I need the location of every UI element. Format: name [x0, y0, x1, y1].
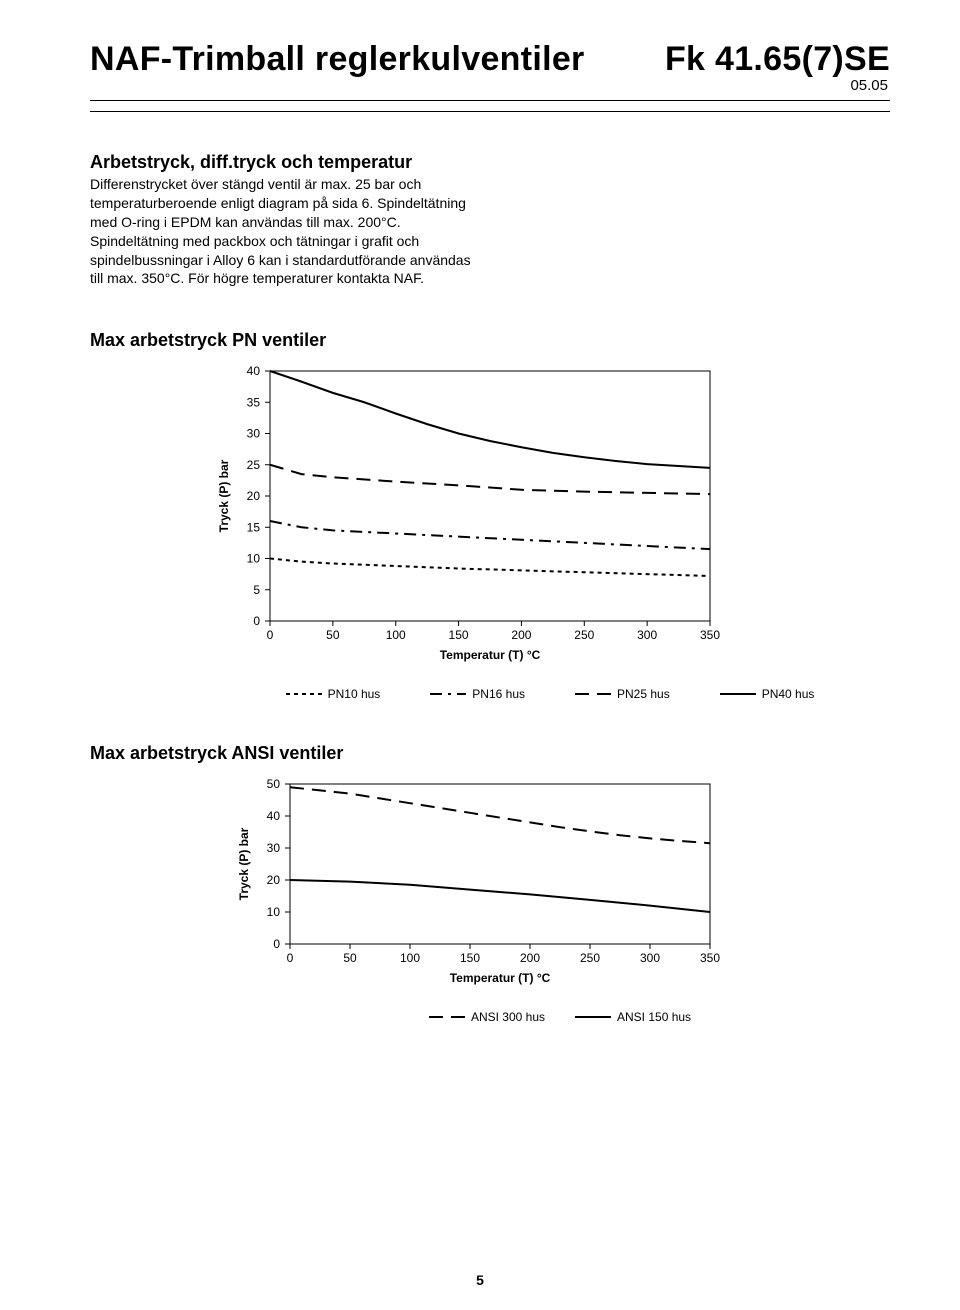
svg-text:350: 350 — [700, 951, 720, 965]
divider — [90, 111, 890, 112]
legend-label: PN10 hus — [328, 687, 381, 701]
legend-item: PN10 hus — [286, 687, 381, 701]
svg-text:Tryck (P) bar: Tryck (P) bar — [217, 460, 231, 533]
svg-text:40: 40 — [267, 809, 281, 823]
chart-ansi: 0 10 20 30 40 50 0 50 100 150 200 250 300 350 Temperat… — [230, 774, 890, 1024]
svg-text:0: 0 — [287, 951, 294, 965]
legend-item: ANSI 300 hus — [429, 1010, 545, 1024]
document-code: Fk 41.65(7)SE — [665, 40, 890, 79]
svg-text:25: 25 — [247, 458, 261, 472]
svg-text:0: 0 — [273, 937, 280, 951]
svg-text:0: 0 — [267, 628, 274, 642]
chart-ansi-legend: ANSI 300 hus ANSI 150 hus — [230, 1010, 890, 1024]
svg-text:50: 50 — [326, 628, 340, 642]
section-body: Differenstrycket över stängd ventil är m… — [90, 175, 480, 288]
svg-text:Temperatur (T) °C: Temperatur (T) °C — [440, 648, 541, 662]
legend-item: PN25 hus — [575, 687, 670, 701]
svg-text:15: 15 — [247, 521, 261, 535]
svg-text:50: 50 — [267, 777, 281, 791]
legend-label: PN40 hus — [762, 687, 815, 701]
chart-pn: 0 5 10 15 20 25 30 35 40 0 50 100 150 200 250 300 350 Tem… — [210, 361, 890, 701]
svg-text:100: 100 — [400, 951, 420, 965]
svg-text:150: 150 — [449, 628, 469, 642]
svg-text:Temperatur (T) °C: Temperatur (T) °C — [450, 971, 551, 985]
legend-item: ANSI 150 hus — [575, 1010, 691, 1024]
divider — [90, 100, 890, 101]
svg-text:300: 300 — [637, 628, 657, 642]
chart-pn-legend: PN10 hus PN16 hus PN25 hus PN40 hus — [210, 687, 890, 701]
svg-text:350: 350 — [700, 628, 720, 642]
document-title: NAF-Trimball reglerkulventiler — [90, 40, 585, 79]
svg-text:50: 50 — [343, 951, 357, 965]
svg-text:150: 150 — [460, 951, 480, 965]
svg-text:10: 10 — [267, 905, 281, 919]
svg-text:250: 250 — [580, 951, 600, 965]
svg-text:250: 250 — [574, 628, 594, 642]
svg-text:5: 5 — [253, 583, 260, 597]
svg-text:40: 40 — [247, 364, 261, 378]
svg-text:10: 10 — [247, 552, 261, 566]
page-number: 5 — [476, 1272, 484, 1288]
chart-pn-title: Max arbetstryck PN ventiler — [90, 330, 890, 351]
svg-text:30: 30 — [247, 427, 261, 441]
legend-label: ANSI 300 hus — [471, 1010, 545, 1024]
legend-label: ANSI 150 hus — [617, 1010, 691, 1024]
svg-text:Tryck (P) bar: Tryck (P) bar — [237, 828, 251, 901]
svg-text:200: 200 — [511, 628, 531, 642]
legend-item: PN16 hus — [430, 687, 525, 701]
svg-text:0: 0 — [253, 614, 260, 628]
chart-ansi-title: Max arbetstryck ANSI ventiler — [90, 743, 890, 764]
document-date: 05.05 — [665, 77, 888, 94]
svg-text:30: 30 — [267, 841, 281, 855]
svg-text:20: 20 — [267, 873, 281, 887]
legend-label: PN16 hus — [472, 687, 525, 701]
svg-text:35: 35 — [247, 396, 261, 410]
svg-text:200: 200 — [520, 951, 540, 965]
svg-text:20: 20 — [247, 489, 261, 503]
section-title: Arbetstryck, diff.tryck och temperatur — [90, 152, 890, 173]
svg-text:300: 300 — [640, 951, 660, 965]
svg-text:100: 100 — [386, 628, 406, 642]
legend-item: PN40 hus — [720, 687, 815, 701]
legend-label: PN25 hus — [617, 687, 670, 701]
